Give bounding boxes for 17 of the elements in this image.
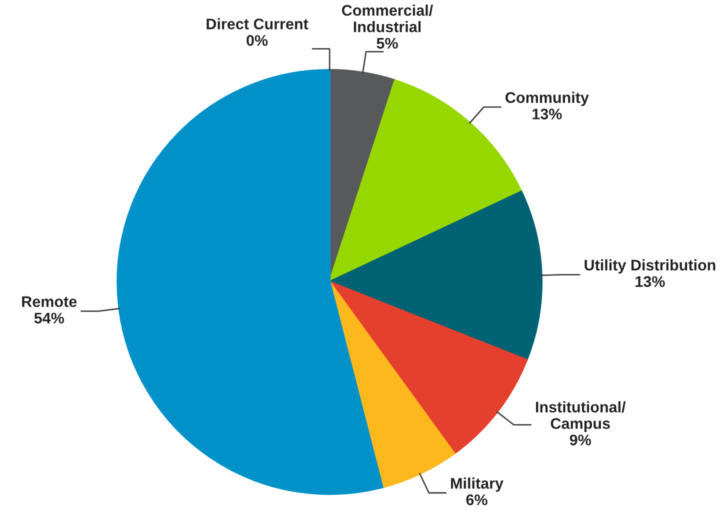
- data-label: 5%: [376, 38, 398, 49]
- data-label: 9%: [570, 434, 592, 446]
- slice-label: Institutional/ Campus: [536, 401, 626, 432]
- pie-slice: [116, 69, 384, 495]
- data-label: 13%: [532, 108, 562, 120]
- slice-label: Remote: [22, 296, 77, 308]
- slice-label: Military: [451, 478, 504, 492]
- slice-label: Utility Distribution: [584, 259, 716, 274]
- data-label: 13%: [636, 276, 665, 287]
- slice-label: Community: [506, 92, 589, 106]
- pie-slice: [328, 280, 528, 454]
- slice-label: Commercial/ Industrial: [342, 4, 433, 32]
- text: 0%: [246, 35, 268, 46]
- category-label: Direct Current: [206, 18, 308, 30]
- data-label: 6%: [466, 494, 488, 506]
- pie-slice: [328, 190, 543, 362]
- data-label: 54%: [34, 312, 64, 324]
